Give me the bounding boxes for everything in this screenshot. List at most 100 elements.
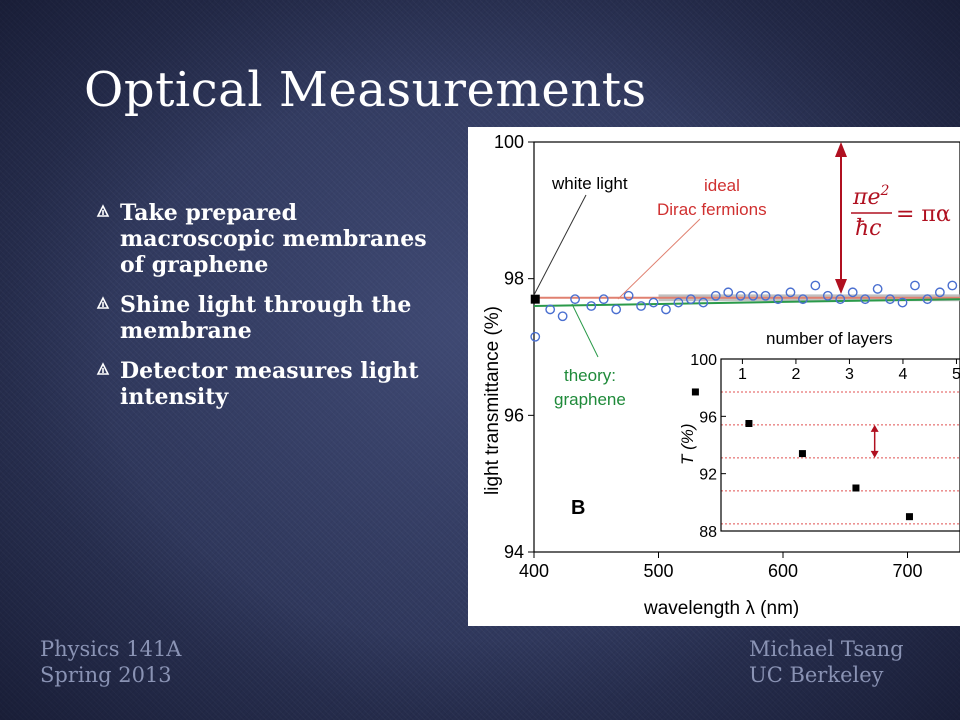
- data-point-circle: [934, 287, 945, 298]
- fine-structure-formula: πe2 ħc = πα: [851, 183, 951, 241]
- inset-x-tick-label: 4: [898, 366, 907, 383]
- theory-leader: [571, 303, 599, 358]
- white-light-leader: [533, 194, 587, 296]
- main-x-tick-label: 700: [892, 561, 922, 581]
- series-line: [533, 298, 960, 307]
- data-point-circle: [798, 294, 808, 305]
- footer-course-name: Physics 141A: [40, 637, 182, 661]
- footer-author: Michael Tsang UC Berkeley: [749, 636, 904, 688]
- data-point-circle: [530, 331, 541, 342]
- data-point-circle: [586, 301, 597, 311]
- bullet-ornament-icon: [96, 204, 110, 217]
- data-point-circle: [570, 294, 580, 305]
- bullet-text: Take prepared macroscopic membranes of g…: [120, 200, 427, 278]
- bullet-ornament-icon: [96, 362, 110, 375]
- inset-xlabel: number of layers: [766, 329, 893, 348]
- inset-plot-frame: [720, 358, 960, 532]
- data-point-circle: [947, 280, 958, 291]
- data-point-circle: [860, 294, 871, 305]
- inset-y-tick-label: 92: [699, 467, 717, 484]
- main-plot-frame: [533, 141, 960, 553]
- main-y-tick-label: 94: [504, 542, 524, 562]
- panel-label: B: [571, 497, 585, 519]
- data-point-circle: [661, 304, 671, 315]
- footer-term: Spring 2013: [40, 663, 172, 687]
- data-point-circle: [723, 287, 734, 298]
- data-point-circle: [773, 294, 783, 305]
- main-y-tick-label: 98: [504, 269, 524, 289]
- data-point-circle: [760, 290, 771, 301]
- magnitude-arrow: [835, 142, 847, 294]
- data-point-circle: [673, 297, 684, 308]
- inset-x-tick-label: 1: [738, 366, 747, 383]
- data-point-circle: [885, 294, 895, 305]
- inset-x-tick-label: 2: [791, 366, 800, 383]
- bullet-text: Shine light through the membrane: [120, 292, 412, 344]
- data-point-circle: [822, 290, 833, 301]
- data-point-circle: [897, 297, 908, 308]
- data-point-circle: [847, 287, 858, 298]
- inset-data-point: [905, 513, 913, 521]
- data-point-circle: [611, 304, 622, 315]
- inset-y-tick-label: 100: [690, 352, 717, 369]
- bullet-item: Detector measures light intensity: [96, 358, 450, 410]
- bullet-text: Detector measures light intensity: [120, 358, 419, 410]
- annotation-theory-2: graphene: [554, 390, 626, 409]
- data-point-circle: [598, 294, 609, 305]
- inset-data-point: [852, 484, 860, 492]
- data-point-circle: [735, 290, 746, 301]
- main-y-tick-label: 100: [494, 132, 524, 152]
- footer-institution: UC Berkeley: [749, 663, 884, 687]
- inset-arrow: [870, 424, 879, 458]
- inset-data-point: [745, 420, 753, 427]
- main-xlabel: wavelength λ (nm): [643, 598, 799, 619]
- annotation-theory-1: theory:: [564, 366, 616, 385]
- main-x-tick-label: 500: [643, 561, 673, 581]
- footer-author-name: Michael Tsang: [749, 637, 904, 661]
- data-point-circle: [698, 297, 709, 308]
- main-y-tick-label: 96: [504, 405, 524, 425]
- inset-x-tick-label: 3: [845, 366, 854, 383]
- data-point-square: [530, 294, 540, 304]
- main-x-tick-label: 400: [519, 561, 549, 581]
- annotation-white-light: white light: [551, 174, 628, 193]
- inset-ylabel: T (%): [678, 423, 697, 465]
- data-point-circle: [636, 301, 646, 311]
- data-point-circle: [557, 311, 568, 322]
- svg-text:πe2: πe2: [852, 183, 889, 210]
- formula-rhs: = πα: [896, 202, 951, 227]
- main-x-tick-label: 600: [768, 561, 798, 581]
- bullet-item: Take prepared macroscopic membranes of g…: [96, 200, 450, 278]
- main-ylabel: light transmittance (%): [482, 306, 503, 495]
- transmittance-figure: 400 500 600 700 94 96 98 100 white light ideal …: [468, 127, 960, 626]
- data-point-circle: [710, 290, 721, 301]
- inset-y-tick-label: 88: [699, 524, 717, 541]
- svg-text:ħc: ħc: [855, 216, 882, 241]
- annotation-ideal-1: ideal: [704, 176, 740, 195]
- data-point-circle: [648, 297, 659, 308]
- data-point-circle: [922, 294, 933, 305]
- inset-data-point: [798, 450, 806, 458]
- inset-data-point: [691, 388, 699, 396]
- data-point-circle: [810, 280, 821, 291]
- annotation-ideal-2: Dirac fermions: [657, 200, 767, 219]
- inset-x-tick-label: 5: [952, 366, 960, 383]
- data-point-circle: [835, 294, 846, 305]
- inset-background: [721, 359, 960, 531]
- data-point-circle: [910, 280, 920, 291]
- inset-y-tick-label: 96: [699, 409, 717, 426]
- data-point-circle: [623, 290, 634, 301]
- data-point-circle: [545, 304, 556, 315]
- data-point-circle: [785, 287, 796, 298]
- footer-course: Physics 141A Spring 2013: [40, 636, 181, 688]
- data-point-circle: [748, 290, 759, 301]
- bullet-item: Shine light through the membrane: [96, 292, 450, 344]
- bullet-list: Take prepared macroscopic membranes of g…: [96, 200, 450, 424]
- inset-ylabel-text: T (%): [678, 423, 697, 465]
- slide-title: Optical Measurements: [84, 62, 647, 118]
- bullet-ornament-icon: [96, 296, 110, 309]
- data-point-circle: [872, 284, 883, 294]
- data-point-circle: [685, 294, 696, 305]
- ideal-leader: [617, 218, 701, 300]
